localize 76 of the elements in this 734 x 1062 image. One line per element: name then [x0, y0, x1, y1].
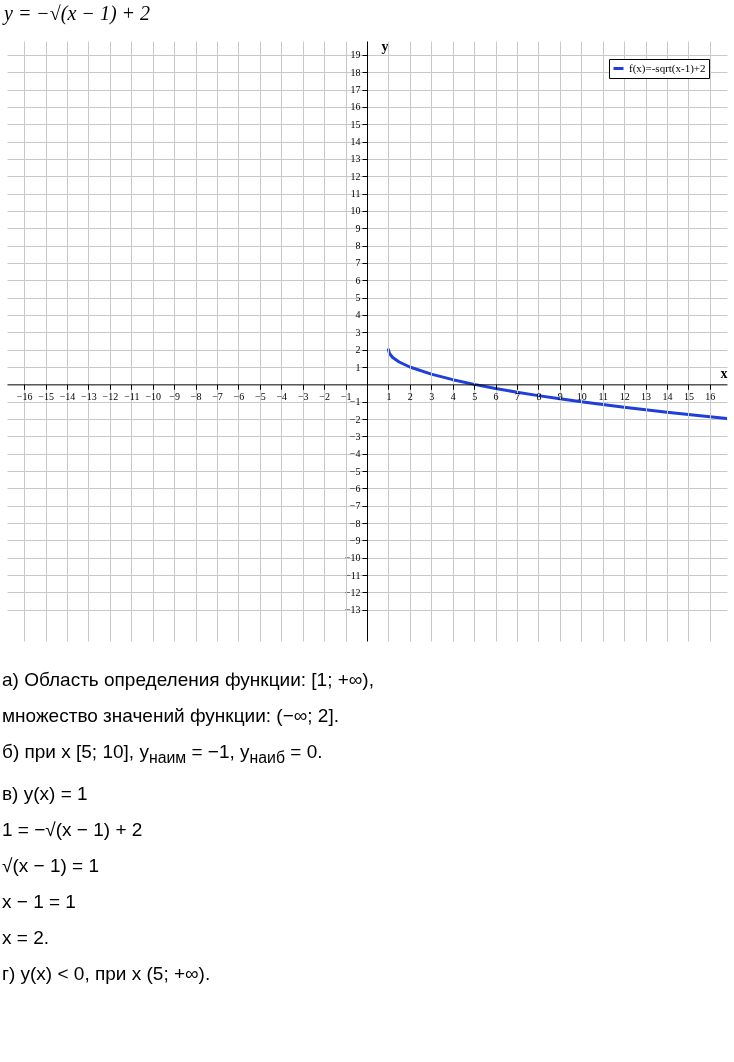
x-tick-label: −11	[124, 390, 140, 402]
y-axis-title: y	[381, 38, 389, 54]
y-tick-label: 13	[350, 153, 361, 165]
y-tick-label: 18	[350, 66, 361, 78]
y-tick-label: −4	[349, 448, 361, 460]
x-tick-label: −14	[59, 390, 76, 402]
y-tick-label: 8	[355, 240, 361, 252]
x-tick-label: 10	[576, 390, 587, 402]
y-tick-label: 2	[355, 344, 361, 356]
y-tick-label: 11	[350, 188, 361, 200]
x-tick-label: 1	[386, 390, 392, 402]
y-tick-label: 5	[355, 292, 361, 304]
x-tick-label: −12	[102, 390, 119, 402]
x-axis-title: x	[720, 365, 728, 381]
text: множество значений функции: (−∞; 2].	[1, 704, 340, 728]
x-tick-label: 9	[557, 390, 563, 402]
x-tick-label: −13	[81, 390, 97, 402]
x-tick-label: −15	[38, 390, 54, 402]
y-tick-label: 16	[350, 101, 361, 113]
x-tick-label: 11	[598, 390, 609, 402]
y-tick-label: −8	[349, 517, 361, 529]
y-tick-label: −11	[345, 569, 361, 581]
x-tick-label: −10	[145, 390, 162, 402]
text: г) y(x) < 0, при x (5; +∞).	[1, 961, 212, 986]
y-tick-label: −10	[344, 552, 361, 564]
x-tick-label: −9	[169, 390, 180, 402]
x-tick-label: 12	[619, 390, 630, 402]
x-tick-label: −8	[190, 390, 202, 402]
x-tick-label: −3	[297, 390, 309, 402]
x-tick-label: −5	[255, 390, 266, 402]
x-tick-label: 7	[515, 390, 520, 402]
text: √(x − 1) = 1	[1, 853, 101, 878]
line-series	[386, 348, 727, 421]
y-tick-label: 19	[350, 49, 361, 61]
x-tick-label: −4	[276, 390, 288, 402]
x-tick-label: 6	[493, 390, 499, 402]
y-tick-label: 14	[350, 136, 361, 148]
x-tick-label: 8	[536, 390, 542, 402]
text: 1 = −√(x − 1) + 2	[1, 817, 144, 842]
x-tick-label: 16	[705, 390, 716, 402]
y-tick-label: −3	[349, 430, 361, 442]
x-tick-label: −7	[212, 390, 223, 402]
x-tick-label: −16	[16, 390, 33, 402]
y-tick-label: 10	[350, 205, 361, 217]
legend-label: f(x)=-sqrt(x-1)+2	[629, 61, 706, 75]
y-tick-label: 17	[350, 84, 361, 96]
y-tick-label: −12	[344, 586, 361, 598]
x-tick-label: 4	[450, 390, 456, 402]
y-tick-label: 1	[355, 361, 361, 373]
text: б) при x [5; 10], y$_{наим}$ = −1, y$_{наиб}$ = 0.	[1, 740, 324, 768]
x-tick-label: 15	[683, 390, 694, 402]
y-tick-label: 6	[355, 274, 361, 286]
text: x = 2.	[1, 925, 50, 950]
chart-title: y = −√(x − 1) + 2	[1, 1, 152, 27]
text: а) Область определения функции: [1; +∞),	[1, 668, 375, 692]
x-tick-label: −6	[233, 390, 245, 402]
y-tick-label: 3	[355, 326, 361, 338]
y-tick-label: −9	[349, 534, 361, 546]
x-tick-label: 5	[472, 390, 478, 402]
text: в) y(x) = 1	[1, 781, 89, 806]
y-tick-label: 15	[350, 118, 361, 130]
y-tick-label: −6	[349, 482, 361, 494]
y-tick-label: −13	[344, 604, 361, 616]
y-tick-label: 7	[355, 257, 361, 269]
text: x − 1 = 1	[1, 889, 77, 914]
y-tick-label: 9	[355, 222, 361, 234]
x-tick-label: −2	[319, 390, 330, 402]
y-tick-label: −2	[349, 413, 361, 425]
y-tick-label: −7	[349, 500, 361, 512]
y-tick-label: 4	[355, 309, 361, 321]
y-tick-label: −5	[349, 465, 361, 477]
x-tick-label: 2	[407, 390, 413, 402]
x-tick-label: 13	[641, 390, 652, 402]
x-tick-label: 14	[662, 390, 673, 402]
x-tick-label: 3	[429, 390, 435, 402]
y-tick-label: 12	[350, 170, 361, 182]
